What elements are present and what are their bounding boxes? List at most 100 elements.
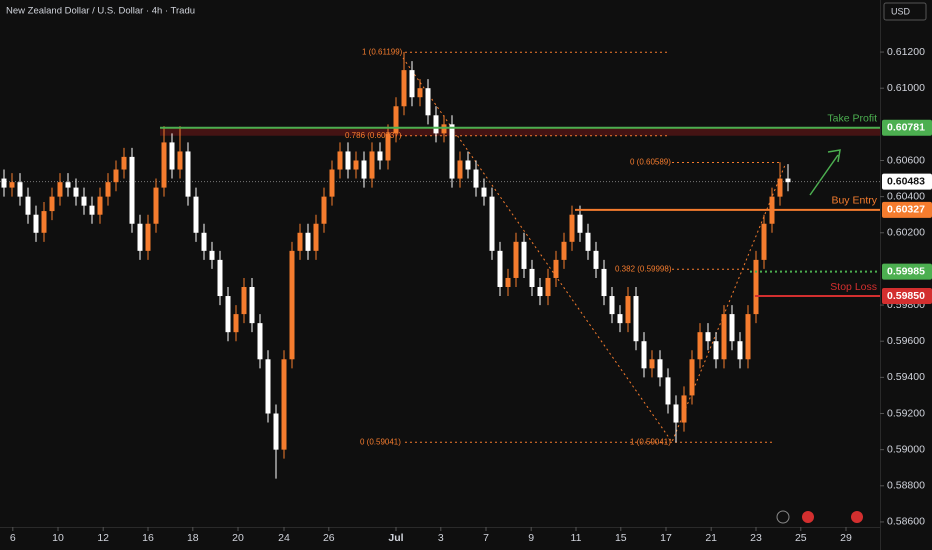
candle-body (169, 142, 175, 170)
candle-body (689, 359, 695, 396)
candle-body (529, 268, 535, 287)
price-tag-label: 0.60483 (887, 175, 925, 187)
x-tick-label: 10 (52, 532, 64, 544)
x-tick-label: 18 (187, 532, 199, 544)
candle-body (465, 160, 471, 170)
candle-body (545, 277, 551, 297)
candle-body (617, 314, 623, 324)
candle-body (481, 187, 487, 197)
x-tick-label: 25 (795, 532, 807, 544)
icon[interactable] (851, 511, 863, 523)
price-tag (882, 201, 932, 218)
price-tag-label: 0.60327 (887, 204, 925, 216)
candle-body (217, 259, 223, 297)
candle-body (209, 250, 215, 260)
candle-body (297, 232, 303, 251)
icons (776, 510, 863, 524)
candle-body (601, 268, 607, 297)
fib-label: 0.382 (0.59998) (615, 264, 672, 273)
candle-body (553, 259, 559, 278)
candle-body (153, 187, 159, 224)
candle-body (9, 182, 15, 188)
candle-body (449, 124, 455, 179)
y-tick-label: 0.59000 (887, 443, 925, 455)
x-tick-label: Jul (388, 532, 403, 544)
y-tick-label: 0.60200 (887, 227, 925, 239)
candle-body (129, 156, 135, 224)
candle-body (713, 341, 719, 360)
candle-body (785, 178, 791, 183)
candle-body (281, 359, 287, 450)
icon[interactable] (802, 511, 814, 523)
candle-body (1, 178, 7, 188)
candle-body (433, 115, 439, 134)
x-tick-label: 17 (660, 532, 672, 544)
candle-body (697, 332, 703, 360)
candle-body (665, 377, 671, 405)
price-tag-label: 0.59850 (887, 290, 925, 302)
price-tag (882, 119, 932, 136)
take-profit-zone (160, 127, 880, 136)
candle-body (377, 151, 383, 161)
pattern-line (402, 57, 786, 444)
level-name: Buy Entry (831, 195, 877, 207)
candle-body (273, 413, 279, 450)
candle-body (705, 332, 711, 342)
icon[interactable] (776, 510, 790, 524)
x-tick-label: 12 (97, 532, 109, 544)
currency: USD (891, 6, 911, 16)
candle-body (425, 88, 431, 116)
candle-body (657, 359, 663, 378)
candle-body (561, 241, 567, 260)
price-tag-label: 0.59985 (887, 265, 925, 277)
candle-body (113, 169, 119, 183)
candle-body (737, 341, 743, 360)
candle-body (361, 160, 367, 179)
candle-body (121, 156, 127, 170)
x-tick-label: 11 (571, 532, 582, 544)
candle-body (745, 314, 751, 360)
candle-body (417, 88, 423, 98)
candle-body (313, 223, 319, 251)
currency-box[interactable] (883, 2, 927, 21)
fib-label: 0 (0.59041) (360, 437, 401, 446)
candle-body (233, 314, 239, 333)
candle-body (49, 196, 55, 212)
candle-body (593, 250, 599, 269)
x-tick-label: 20 (232, 532, 244, 544)
candle-body (177, 151, 183, 170)
candle-body (249, 286, 255, 324)
y-tick-label: 0.58600 (887, 516, 925, 528)
price-tag (882, 288, 932, 305)
candle-body (193, 196, 199, 233)
candle-body (681, 395, 687, 423)
price-tag (882, 263, 932, 280)
candle-body (513, 241, 519, 278)
x-tick-label: 29 (840, 532, 852, 544)
candle-body (489, 196, 495, 251)
candle-body (353, 160, 359, 170)
candle-body (65, 182, 71, 188)
candle-body (345, 151, 351, 170)
candle-body (761, 223, 767, 260)
x-tick-label: 3 (438, 532, 444, 544)
candle-body (89, 205, 95, 215)
fib-label: 1 (0.61199) (362, 47, 403, 56)
candle-body (457, 160, 463, 179)
x-tick-label: 9 (528, 532, 534, 544)
y-tick-label: 0.61000 (887, 82, 925, 94)
candle-body (25, 196, 31, 215)
y-tick-label: 0.59400 (887, 371, 925, 383)
candle-body (473, 169, 479, 188)
candle-body (369, 151, 375, 179)
price-tag (882, 173, 932, 190)
level-name: Take Profit (827, 113, 877, 125)
candle-body (17, 182, 23, 197)
candle-body (537, 286, 543, 297)
x-tick-label: 21 (705, 532, 717, 544)
candle-body (329, 169, 335, 197)
candle-body (305, 232, 311, 251)
